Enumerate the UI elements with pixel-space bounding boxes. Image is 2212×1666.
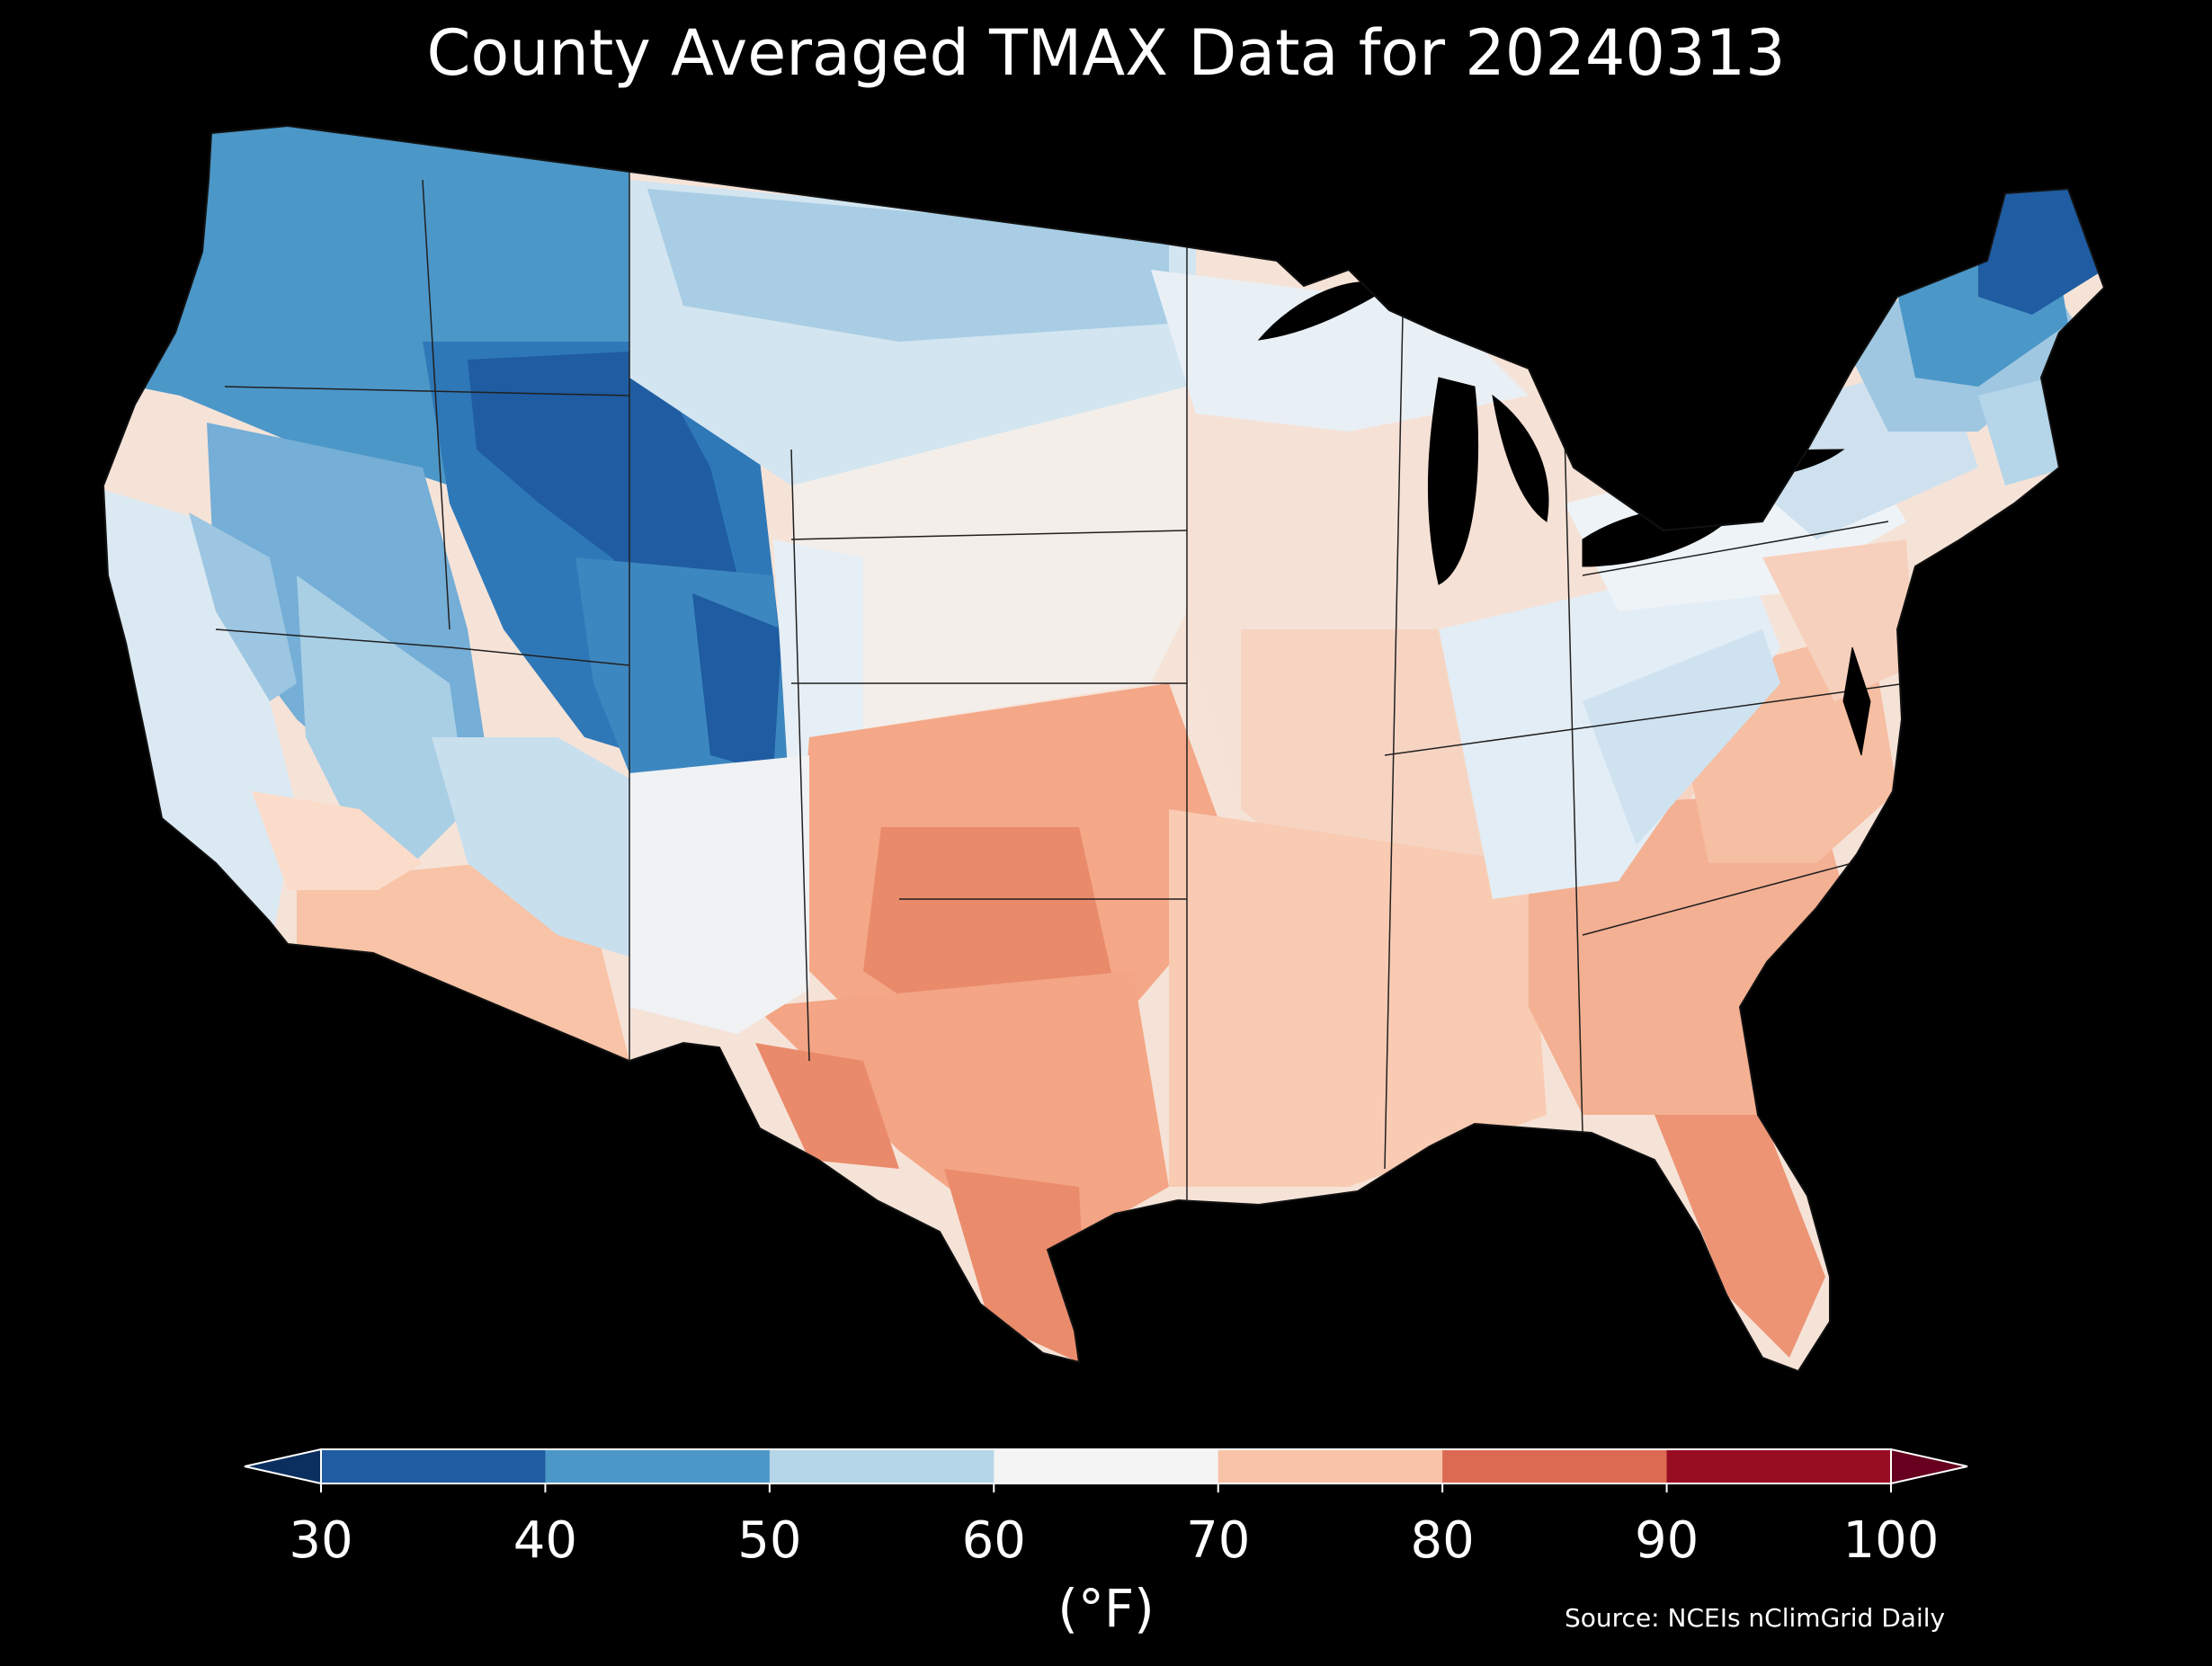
- colorbar-tick-label: 30: [289, 1511, 352, 1570]
- colorbar-tick-label: 80: [1411, 1511, 1475, 1570]
- colorbar-ticks: 30 40 50 60 70 80 90 100: [289, 1483, 1939, 1570]
- colorbar-tick-label: 90: [1635, 1511, 1699, 1570]
- region-south-texas: [944, 1169, 1088, 1367]
- region-mid-atlantic: [1762, 539, 1915, 701]
- colorbar-bin-40-50: [545, 1449, 771, 1483]
- region-big-bend: [755, 1043, 899, 1169]
- map-title: County Averaged TMAX Data for 20240313: [426, 16, 1786, 90]
- region-central-plains: [791, 387, 1241, 737]
- colorbar-bins: [321, 1449, 1892, 1483]
- colorbar-tick-label: 40: [513, 1511, 577, 1570]
- colorbar-bin-80-90: [1442, 1449, 1668, 1483]
- region-northern-rockies-core: [468, 351, 737, 629]
- colorbar-unit-label: (°F): [1057, 1578, 1155, 1639]
- colorbar-under-arrow: [244, 1448, 322, 1485]
- region-lower-mississippi: [1169, 809, 1547, 1187]
- region-sierra: [189, 512, 297, 701]
- colorbar-bin-30-40: [321, 1449, 546, 1483]
- colorbar-bin-90-100: [1666, 1449, 1892, 1483]
- great-lakes: [1257, 281, 1871, 756]
- region-great-basin-south: [297, 575, 468, 863]
- region-desert-light: [252, 791, 423, 890]
- colorbar-tick-label: 100: [1843, 1511, 1940, 1570]
- source-credit: Source: NCEIs nClimGrid Daily: [1565, 1603, 1946, 1633]
- region-front-range: [692, 593, 782, 773]
- colorbar-over-arrow: [1890, 1448, 1968, 1485]
- region-appalachian-ridge: [1583, 629, 1780, 845]
- colorbar-bin-50-60: [769, 1449, 995, 1483]
- colorbar-frame: [320, 1448, 1892, 1484]
- colorbar-bin-70-80: [1217, 1449, 1443, 1483]
- region-florida: [1655, 1115, 1825, 1358]
- colorbar-tick-label: 60: [962, 1511, 1026, 1570]
- state-borders: [215, 126, 1907, 1205]
- colorbar-bin-60-70: [994, 1449, 1219, 1483]
- colorbar-tick-label: 50: [737, 1511, 801, 1570]
- region-northern-maine: [1978, 171, 2104, 315]
- region-new-mexico: [629, 755, 809, 1034]
- colorbar-tick-label: 70: [1186, 1511, 1250, 1570]
